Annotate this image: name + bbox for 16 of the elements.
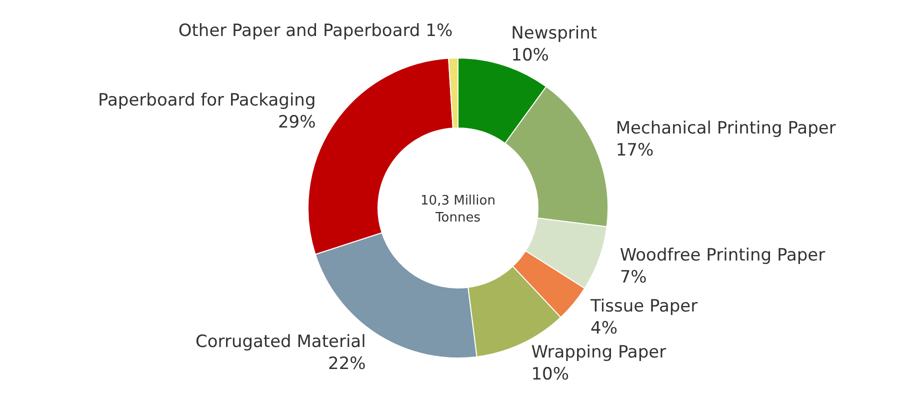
slice-label: Paperboard for Packaging: [98, 90, 316, 110]
data-label: 17%: [616, 140, 654, 161]
slice-label: Tissue Paper: [590, 296, 698, 317]
slice-label: Wrapping Paper: [531, 342, 666, 363]
slice-label: Newsprint: [511, 23, 598, 44]
data-label: 10%: [531, 364, 570, 385]
slice-label: Mechanical Printing Paper: [616, 118, 836, 139]
data-label: 7%: [620, 267, 647, 288]
slice-label: Corrugated Material: [196, 332, 366, 352]
data-label: 10%: [511, 45, 549, 66]
data-label: 4%: [590, 318, 618, 339]
text: 10,3 Million Tonnes: [420, 194, 496, 226]
slice-label: Woodfree Printing Paper: [620, 245, 826, 266]
data-label: 29%: [278, 112, 316, 132]
slice-label: Other Paper and Paperboard 1%: [178, 21, 453, 42]
data-label: 22%: [328, 354, 366, 374]
